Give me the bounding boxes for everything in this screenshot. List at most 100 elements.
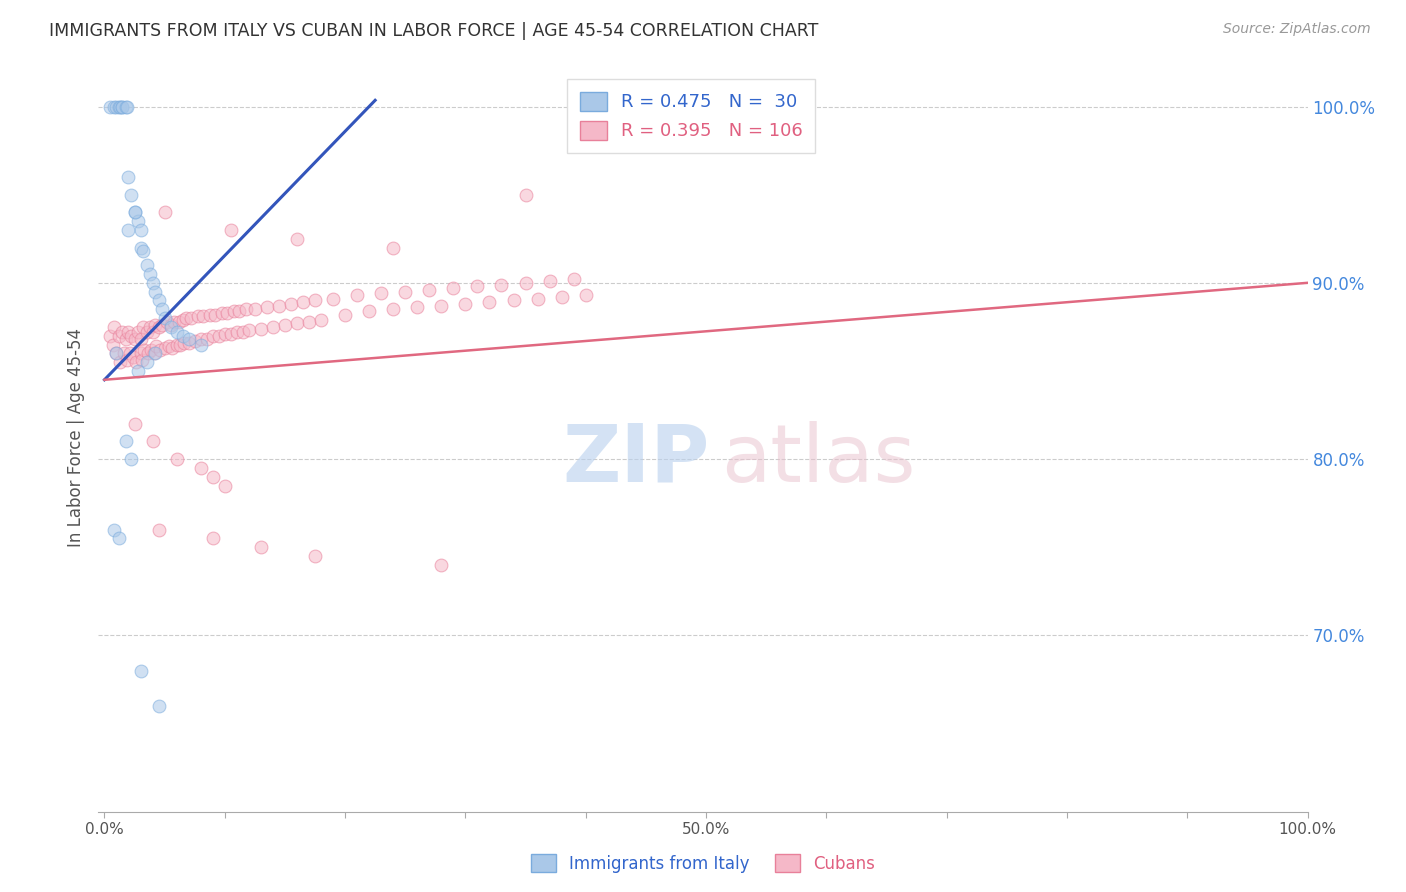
Point	[201, 469, 224, 483]
Point	[120, 328, 142, 343]
Point	[491, 277, 513, 292]
Point	[183, 334, 205, 348]
Point	[201, 328, 224, 343]
Point	[526, 292, 548, 306]
Point	[208, 328, 231, 343]
Point	[159, 318, 181, 332]
Point	[111, 325, 134, 339]
Text: IMMIGRANTS FROM ITALY VS CUBAN IN LABOR FORCE | AGE 45-54 CORRELATION CHART: IMMIGRANTS FROM ITALY VS CUBAN IN LABOR …	[49, 22, 818, 40]
Point	[274, 318, 297, 332]
Point	[129, 241, 152, 255]
Point	[100, 328, 122, 343]
Point	[129, 346, 152, 360]
Point	[101, 337, 124, 351]
Point	[394, 285, 416, 299]
Point	[103, 319, 125, 334]
Point	[131, 353, 153, 368]
Point	[143, 285, 166, 299]
Point	[502, 293, 524, 308]
Point	[105, 99, 128, 113]
Point	[467, 279, 489, 293]
Point	[177, 335, 200, 350]
Point	[224, 304, 246, 318]
Point	[225, 325, 247, 339]
Point	[142, 325, 165, 339]
Point	[166, 337, 188, 351]
Point	[406, 301, 429, 315]
Point	[309, 313, 332, 327]
Point	[359, 304, 381, 318]
Point	[166, 325, 188, 339]
Point	[150, 302, 173, 317]
Point	[333, 308, 356, 322]
Point	[370, 286, 392, 301]
Point	[134, 343, 156, 357]
Point	[108, 532, 131, 546]
Point	[238, 323, 260, 337]
Point	[250, 541, 273, 555]
Point	[201, 532, 224, 546]
Point	[117, 223, 139, 237]
Point	[124, 205, 146, 219]
Point	[172, 313, 194, 327]
Point	[538, 274, 561, 288]
Point	[117, 99, 139, 113]
Y-axis label: In Labor Force | Age 45-54: In Labor Force | Age 45-54	[66, 327, 84, 547]
Point	[103, 523, 125, 537]
Point	[173, 335, 195, 350]
Point	[256, 301, 278, 315]
Point	[148, 319, 170, 334]
Point	[430, 558, 453, 572]
Point	[153, 341, 176, 355]
Point	[108, 99, 131, 113]
Point	[127, 364, 149, 378]
Point	[418, 283, 440, 297]
Point	[172, 328, 194, 343]
Point	[157, 339, 180, 353]
Point	[304, 549, 326, 563]
Point	[262, 319, 284, 334]
Point	[267, 299, 290, 313]
Point	[153, 311, 176, 326]
Point	[142, 276, 165, 290]
Point	[143, 318, 166, 332]
Point	[441, 281, 464, 295]
Point	[304, 293, 326, 308]
Point	[135, 258, 157, 272]
Point	[115, 434, 138, 449]
Point	[132, 244, 155, 258]
Point	[280, 297, 302, 311]
Point	[200, 308, 222, 322]
Point	[148, 698, 170, 713]
Point	[159, 319, 181, 334]
Point	[160, 341, 183, 355]
Point	[382, 302, 405, 317]
Point	[143, 346, 166, 360]
Point	[129, 223, 152, 237]
Point	[100, 99, 122, 113]
Point	[120, 187, 142, 202]
Point	[217, 306, 239, 320]
Point	[156, 315, 179, 329]
Point	[454, 297, 477, 311]
Point	[122, 350, 145, 364]
Point	[478, 295, 501, 310]
Point	[127, 214, 149, 228]
Point	[117, 169, 139, 184]
Point	[115, 332, 138, 346]
Point	[169, 337, 191, 351]
Legend: Immigrants from Italy, Cubans: Immigrants from Italy, Cubans	[524, 847, 882, 880]
Point	[562, 272, 585, 286]
Point	[550, 290, 572, 304]
Point	[120, 452, 142, 467]
Point	[180, 311, 202, 326]
Point	[124, 205, 146, 219]
Point	[515, 187, 537, 202]
Text: Source: ZipAtlas.com: Source: ZipAtlas.com	[1223, 22, 1371, 37]
Point	[190, 461, 212, 475]
Point	[108, 355, 131, 369]
Point	[139, 267, 162, 281]
Point	[135, 325, 157, 339]
Point	[125, 355, 148, 369]
Point	[174, 311, 197, 326]
